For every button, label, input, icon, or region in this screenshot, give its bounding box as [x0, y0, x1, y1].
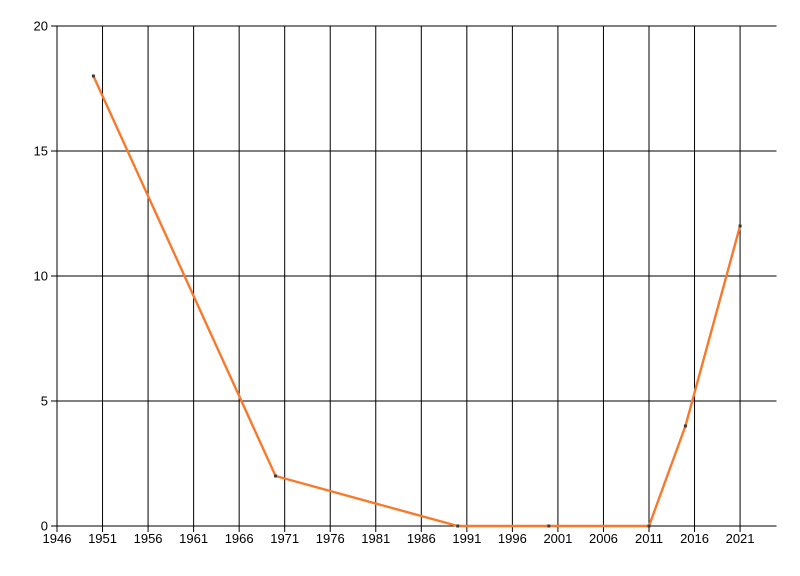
y-tick-label: 20: [34, 19, 48, 34]
x-tick-label: 1986: [407, 531, 436, 546]
x-tick-label: 1966: [225, 531, 254, 546]
y-tick-label: 5: [41, 394, 48, 409]
y-tick-label: 0: [41, 519, 48, 534]
data-point-marker: [91, 74, 95, 78]
y-tick-label: 10: [34, 269, 48, 284]
data-line: [92, 74, 742, 528]
x-tick-label: 1991: [452, 531, 481, 546]
x-tick-label: 1956: [134, 531, 163, 546]
x-tick-label: 1976: [316, 531, 345, 546]
data-point-marker: [683, 424, 687, 428]
x-tick-label: 2006: [589, 531, 618, 546]
data-point-marker: [456, 524, 460, 528]
y-tick-label: 15: [34, 144, 48, 159]
x-tick-label: 2011: [635, 531, 663, 546]
x-tick-label: 2016: [680, 531, 709, 546]
data-point-marker: [647, 524, 651, 528]
x-tick-label: 1951: [88, 531, 117, 546]
x-tick-label: 1971: [270, 531, 299, 546]
x-tick-label: 1961: [179, 531, 208, 546]
data-point-marker: [274, 474, 278, 478]
data-point-marker: [547, 524, 551, 528]
x-tick-label: 2001: [543, 531, 572, 546]
x-tick-label: 1981: [361, 531, 390, 546]
data-point-marker: [738, 224, 742, 228]
x-tick-label: 2021: [726, 531, 755, 546]
x-tick-label: 1946: [43, 531, 72, 546]
x-tick-label: 1996: [498, 531, 527, 546]
